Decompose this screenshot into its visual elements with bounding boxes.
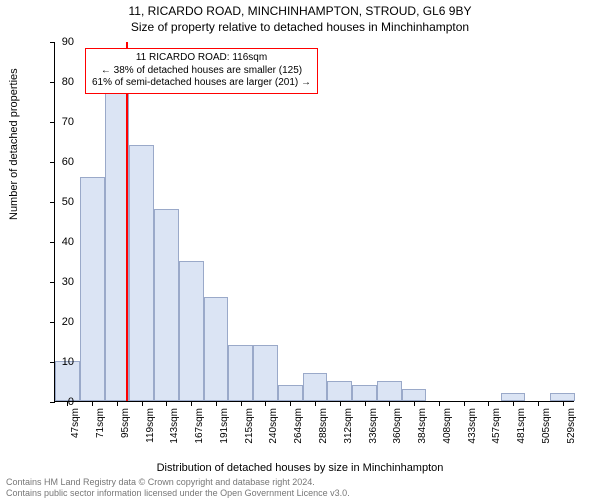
page-title-line2: Size of property relative to detached ho… xyxy=(0,18,600,34)
ytick-label: 20 xyxy=(50,316,74,328)
xtick-label: 288sqm xyxy=(318,408,329,444)
ytick-label: 80 xyxy=(50,76,74,88)
xtick-label: 119sqm xyxy=(145,408,156,443)
xtick-mark xyxy=(241,401,242,406)
xtick-label: 360sqm xyxy=(392,408,403,444)
xtick-label: 191sqm xyxy=(219,408,230,444)
xtick-label: 95sqm xyxy=(120,408,131,438)
xtick-mark xyxy=(265,401,266,406)
histogram-bar xyxy=(303,373,328,401)
xtick-label: 240sqm xyxy=(268,408,279,444)
ytick-label: 30 xyxy=(50,276,74,288)
histogram-bar xyxy=(253,345,278,401)
callout-line2: ← 38% of detached houses are smaller (12… xyxy=(92,65,311,78)
xtick-mark xyxy=(365,401,366,406)
xtick-mark xyxy=(488,401,489,406)
xtick-mark xyxy=(117,401,118,406)
ytick-label: 70 xyxy=(50,116,74,128)
xtick-label: 71sqm xyxy=(95,408,106,438)
attribution-line1: Contains HM Land Registry data © Crown c… xyxy=(6,477,350,487)
xtick-mark xyxy=(290,401,291,406)
xtick-label: 167sqm xyxy=(194,408,205,444)
xtick-label: 215sqm xyxy=(244,408,255,444)
attribution-line2: Contains public sector information licen… xyxy=(6,488,350,498)
xtick-mark xyxy=(142,401,143,406)
histogram-bar xyxy=(402,389,427,401)
ytick-label: 10 xyxy=(50,356,74,368)
xtick-mark xyxy=(414,401,415,406)
xtick-mark xyxy=(340,401,341,406)
xtick-label: 384sqm xyxy=(417,408,428,444)
histogram-bar xyxy=(550,393,575,401)
attribution: Contains HM Land Registry data © Crown c… xyxy=(6,477,350,498)
xtick-label: 481sqm xyxy=(516,408,527,444)
histogram-bar xyxy=(204,297,229,401)
xtick-label: 505sqm xyxy=(541,408,552,444)
xtick-mark xyxy=(191,401,192,406)
callout-line1: 11 RICARDO ROAD: 116sqm xyxy=(92,52,311,65)
xtick-label: 143sqm xyxy=(169,408,180,444)
y-axis-label: Number of detached properties xyxy=(8,68,20,220)
xtick-mark xyxy=(315,401,316,406)
xtick-label: 312sqm xyxy=(343,408,354,444)
xtick-mark xyxy=(92,401,93,406)
histogram-bar xyxy=(278,385,303,401)
ytick-label: 50 xyxy=(50,196,74,208)
xtick-mark xyxy=(166,401,167,406)
page-title-line1: 11, RICARDO ROAD, MINCHINHAMPTON, STROUD… xyxy=(0,0,600,18)
xtick-label: 529sqm xyxy=(566,408,577,444)
ytick-label: 90 xyxy=(50,36,74,48)
plot-area: 47sqm71sqm95sqm119sqm143sqm167sqm191sqm2… xyxy=(54,42,574,402)
histogram-bar xyxy=(228,345,253,401)
callout-box: 11 RICARDO ROAD: 116sqm← 38% of detached… xyxy=(85,48,318,94)
ytick-label: 0 xyxy=(50,396,74,408)
histogram-bar xyxy=(352,385,377,401)
xtick-mark xyxy=(563,401,564,406)
xtick-label: 433sqm xyxy=(467,408,478,444)
histogram-bar xyxy=(501,393,526,401)
xtick-label: 264sqm xyxy=(293,408,304,444)
xtick-mark xyxy=(513,401,514,406)
histogram-bar xyxy=(80,177,105,401)
plot-wrap: 47sqm71sqm95sqm119sqm143sqm167sqm191sqm2… xyxy=(54,42,574,402)
histogram-bar xyxy=(327,381,352,401)
xtick-mark xyxy=(439,401,440,406)
histogram-bar xyxy=(154,209,179,401)
xtick-label: 457sqm xyxy=(491,408,502,444)
ytick-label: 40 xyxy=(50,236,74,248)
property-marker-line xyxy=(126,42,128,401)
ytick-label: 60 xyxy=(50,156,74,168)
xtick-mark xyxy=(389,401,390,406)
histogram-bar xyxy=(377,381,402,401)
histogram-bar xyxy=(129,145,154,401)
callout-line3: 61% of semi-detached houses are larger (… xyxy=(92,77,311,90)
x-axis-label: Distribution of detached houses by size … xyxy=(0,462,600,474)
xtick-label: 47sqm xyxy=(70,408,81,438)
xtick-mark xyxy=(538,401,539,406)
xtick-mark xyxy=(216,401,217,406)
xtick-label: 408sqm xyxy=(442,408,453,444)
xtick-mark xyxy=(464,401,465,406)
histogram-bar xyxy=(179,261,204,401)
xtick-label: 336sqm xyxy=(368,408,379,444)
